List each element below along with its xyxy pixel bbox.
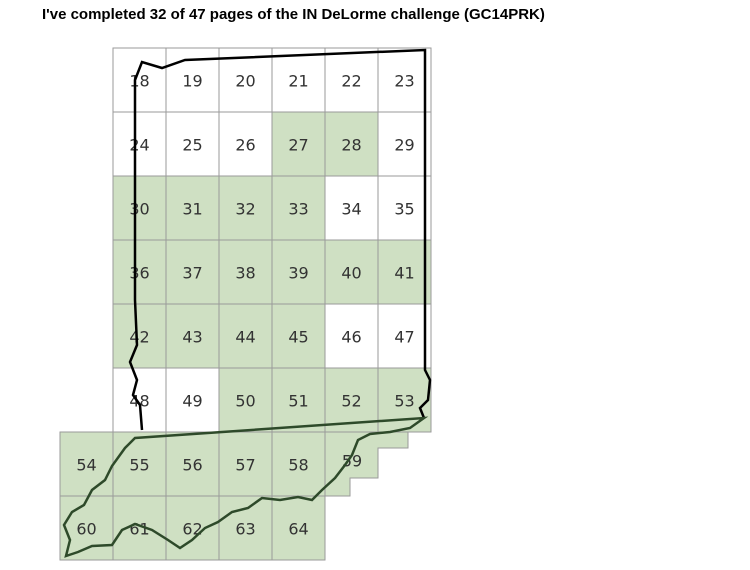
map-cell [59,431,114,497]
cell-label: 49 [182,392,202,411]
map-cell [324,111,379,177]
cell-label: 36 [129,264,149,283]
cell-label: 47 [394,328,414,347]
map-cell [377,175,432,241]
cell-label: 19 [182,72,202,91]
cell-label: 64 [288,520,308,539]
map-cell [218,431,273,497]
cell-label: 54 [76,456,96,475]
map-cell [112,175,167,241]
cell-label: 63 [235,520,255,539]
cell-label: 23 [394,72,414,91]
map-cell [165,431,220,497]
cell-label: 56 [182,456,202,475]
map-cell [165,175,220,241]
cell-label: 52 [341,392,361,411]
cell-label: 18 [129,72,149,91]
cell-label: 42 [129,328,149,347]
map-cell [271,495,326,561]
map-cell [112,431,167,497]
cell-label: 34 [341,200,361,219]
title: I've completed 32 of 47 pages of the IN … [42,6,545,23]
cell-label: 37 [182,264,202,283]
map-cell [112,239,167,305]
cell-label: 29 [394,136,414,155]
cell-label: 35 [394,200,414,219]
map-cell [112,111,167,177]
cell-label: 53 [394,392,414,411]
cell-label: 51 [288,392,308,411]
cell-label: 43 [182,328,202,347]
cell-label: 38 [235,264,255,283]
map-cell [165,111,220,177]
cell-label: 25 [182,136,202,155]
cell-label: 55 [129,456,149,475]
river-border [62,416,429,558]
cell-label: 58 [288,456,308,475]
cell-label: 22 [341,72,361,91]
cell-label: 24 [129,136,149,155]
cell-label: 33 [288,200,308,219]
map-cell [324,47,379,113]
map-cell [218,303,273,369]
cell-label: 41 [394,264,414,283]
map-cell [218,111,273,177]
state-border [128,48,432,431]
cell-label: 39 [288,264,308,283]
map-cell [218,175,273,241]
map-cell [377,47,432,113]
cell-label: 32 [235,200,255,219]
cell-label: 62 [182,520,202,539]
map-cell [324,303,379,369]
cell-label: 46 [341,328,361,347]
map-cell [377,111,432,177]
map-cell [271,239,326,305]
cell-label: 28 [341,136,361,155]
cell-label: 45 [288,328,308,347]
map-cell [165,495,220,561]
cell-label: 26 [235,136,255,155]
map-cell [377,239,432,305]
cell-label: 59 [342,452,362,471]
map-cell [112,367,167,433]
cell-label: 57 [235,456,255,475]
map-cell [112,495,167,561]
cell-label: 60 [76,520,96,539]
map-cell [218,495,273,561]
cell-label: 40 [341,264,361,283]
map-cell [112,303,167,369]
cell-label: 31 [182,200,202,219]
cell-label: 21 [288,72,308,91]
cell-label: 20 [235,72,255,91]
map-cell [271,303,326,369]
cell-label: 44 [235,328,255,347]
cell-label: 27 [288,136,308,155]
cell-label: 30 [129,200,149,219]
map-cell [271,367,326,433]
map-cell [324,431,409,497]
cell-label: 50 [235,392,255,411]
